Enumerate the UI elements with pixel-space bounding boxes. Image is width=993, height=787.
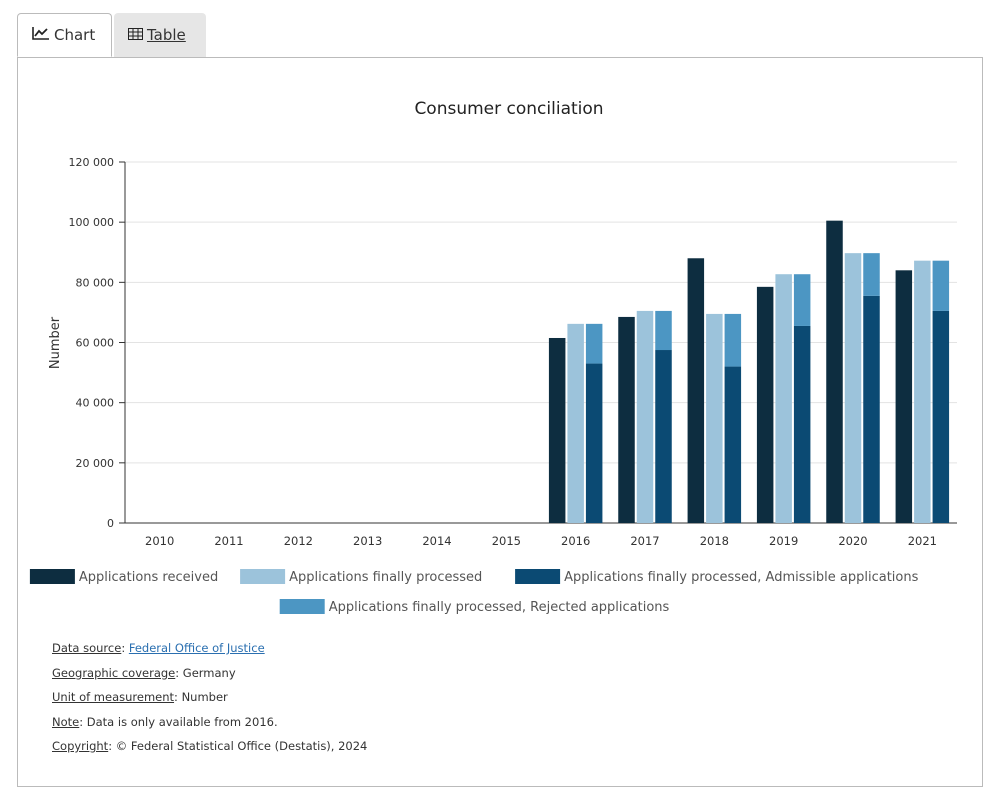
bar-applications-finally-processed-rejected-applications — [585, 323, 603, 364]
bar-applications-finally-processed-admissible-applications — [585, 363, 603, 523]
x-tick-label: 2018 — [700, 534, 729, 548]
bar-applications-finally-processed-rejected-applications — [655, 310, 672, 351]
y-tick-label: 80 000 — [76, 276, 115, 289]
x-tick-label: 2021 — [908, 534, 937, 548]
chart-title: Consumer conciliation — [414, 99, 603, 119]
bar-applications-finally-processed — [636, 310, 654, 523]
bar-applications-received — [826, 220, 843, 523]
x-tick-label: 2013 — [353, 534, 382, 548]
bar-applications-received — [687, 258, 705, 523]
bar-applications-finally-processed — [567, 323, 584, 523]
chart-footer: Data source: Federal Office of Justice G… — [52, 640, 367, 763]
bar-applications-finally-processed-admissible-applications — [724, 366, 742, 523]
data-source-link[interactable]: Federal Office of Justice — [128, 641, 265, 655]
note-row: Note: Data is only available from 2016. — [52, 714, 278, 729]
bar-applications-finally-processed-admissible-applications — [863, 295, 880, 523]
copyright-key: Copyright — [52, 739, 109, 753]
x-tick-label: 2010 — [145, 534, 174, 548]
bar-applications-received — [756, 286, 774, 523]
x-tick-label: 2019 — [769, 534, 798, 548]
y-axis-label: Number — [48, 316, 63, 369]
unit-row: Unit of measurement: Number — [52, 690, 228, 704]
legend-label: Applications finally processed, Rejected… — [329, 600, 670, 615]
chart-panel — [17, 57, 983, 787]
legend-label: Applications received — [79, 570, 218, 585]
note-value: Data is only available from 2016. — [86, 714, 278, 729]
data-source-row: Data source: Federal Office of Justice — [52, 641, 265, 655]
x-tick-label: 2015 — [492, 534, 521, 548]
data-source-key: Data source — [52, 641, 122, 655]
bar-applications-finally-processed-rejected-applications — [863, 253, 880, 296]
legend-label: Applications finally processed, Admissib… — [564, 570, 919, 585]
x-tick-label: 2012 — [284, 534, 313, 548]
x-tick-label: 2020 — [838, 534, 867, 548]
legend-swatch — [240, 569, 286, 584]
coverage-row: Geographic coverage: Germany — [52, 665, 236, 680]
bar-applications-finally-processed-rejected-applications — [724, 313, 742, 367]
tab-chart-label: Chart — [54, 26, 96, 44]
y-tick-label: 40 000 — [76, 397, 115, 410]
y-tick-label: 20 000 — [76, 457, 115, 470]
bar-applications-finally-processed-rejected-applications — [793, 274, 811, 326]
legend-swatch — [279, 599, 325, 614]
unit-key: Unit of measurement — [52, 690, 175, 704]
legend-label: Applications finally processed — [289, 570, 482, 585]
copyright-row: Copyright: © Federal Statistical Office … — [52, 739, 368, 753]
bar-applications-finally-processed-admissible-applications — [932, 310, 950, 523]
line-chart-icon — [32, 26, 50, 44]
bar-applications-received — [618, 316, 635, 523]
x-tick-label: 2017 — [630, 534, 659, 548]
y-tick-label: 60 000 — [76, 337, 115, 350]
chart: Consumer conciliation 0 20 000 40 000 60 000… — [29, 99, 957, 615]
legend-swatch — [29, 569, 75, 584]
tab-table-label: Table — [147, 26, 186, 44]
bar-applications-finally-processed — [844, 253, 862, 523]
tab-table[interactable]: Table — [114, 13, 206, 57]
bar-applications-finally-processed-rejected-applications — [932, 260, 950, 311]
bar-applications-received — [548, 337, 566, 523]
coverage-key: Geographic coverage — [52, 665, 176, 680]
bar-applications-finally-processed-admissible-applications — [793, 325, 811, 523]
bar-applications-received — [895, 270, 913, 523]
bar-applications-finally-processed — [775, 274, 792, 523]
note-key: Note — [52, 714, 80, 729]
unit-value: Number — [181, 690, 228, 704]
y-tick-label: 100 000 — [69, 216, 115, 229]
bar-applications-finally-processed — [706, 313, 723, 523]
bar-applications-finally-processed — [914, 260, 931, 523]
y-tick-label: 120 000 — [69, 156, 115, 169]
x-tick-label: 2016 — [561, 534, 590, 548]
y-tick-label: 0 — [107, 517, 114, 530]
x-tick-label: 2014 — [422, 534, 451, 548]
tab-chart[interactable]: Chart — [17, 13, 112, 57]
table-icon — [128, 26, 143, 44]
x-tick-label: 2011 — [214, 534, 243, 548]
copyright-value: © Federal Statistical Office (Destatis),… — [115, 739, 368, 753]
bar-applications-finally-processed-admissible-applications — [655, 350, 672, 523]
legend-swatch — [515, 569, 561, 584]
coverage-value: Germany — [182, 665, 236, 680]
